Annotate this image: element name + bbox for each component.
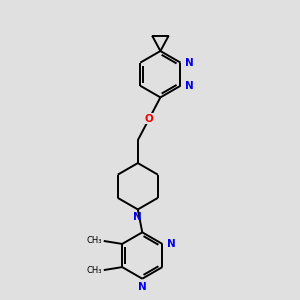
Text: CH₃: CH₃ bbox=[87, 236, 102, 245]
Text: N: N bbox=[138, 282, 147, 292]
Text: CH₃: CH₃ bbox=[87, 266, 102, 275]
Text: O: O bbox=[145, 114, 154, 124]
Text: N: N bbox=[184, 81, 194, 91]
Text: N: N bbox=[134, 212, 142, 222]
Text: N: N bbox=[184, 58, 194, 68]
Text: N: N bbox=[167, 239, 175, 249]
